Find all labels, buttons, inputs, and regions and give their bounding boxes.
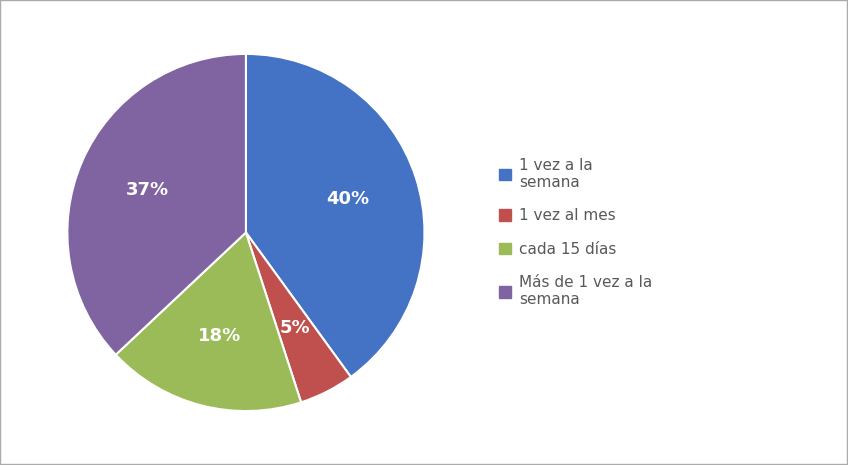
Wedge shape	[67, 54, 246, 355]
Legend: 1 vez a la
semana, 1 vez al mes, cada 15 días, Más de 1 vez a la
semana: 1 vez a la semana, 1 vez al mes, cada 15…	[499, 158, 652, 307]
Wedge shape	[246, 232, 351, 402]
Text: 18%: 18%	[198, 327, 241, 345]
Text: 37%: 37%	[126, 181, 169, 199]
Wedge shape	[116, 232, 301, 411]
Wedge shape	[246, 54, 425, 377]
Text: 40%: 40%	[326, 190, 370, 208]
Text: 5%: 5%	[279, 319, 310, 337]
